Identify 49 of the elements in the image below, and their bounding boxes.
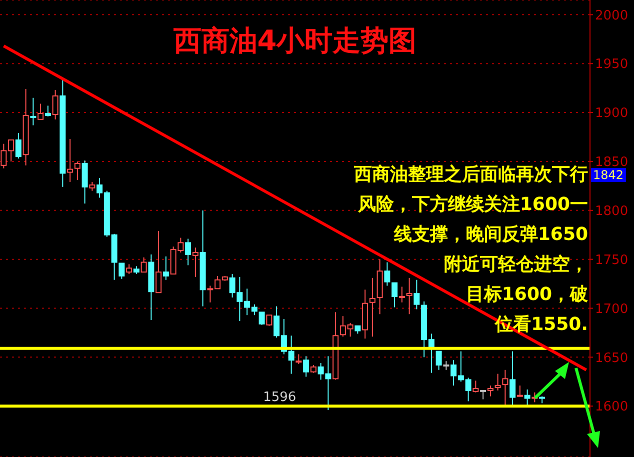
candlestick	[392, 282, 398, 308]
candlestick	[30, 97, 36, 126]
candlestick	[185, 238, 192, 266]
candlestick	[502, 369, 508, 406]
candlestick	[52, 90, 58, 120]
candlestick	[192, 247, 198, 278]
y-tick-label: 1750	[595, 252, 628, 268]
candlestick	[162, 256, 169, 280]
candlestick	[414, 279, 420, 310]
y-tick-label: 1700	[595, 302, 628, 317]
text: 1842	[591, 168, 626, 182]
y-tick-label: 1850	[595, 155, 628, 170]
candlestick	[67, 138, 74, 183]
candlestick	[82, 160, 88, 204]
candlestick	[156, 230, 162, 294]
candlestick	[38, 103, 44, 120]
candlestick	[258, 312, 265, 326]
candlestick	[296, 354, 302, 365]
text: 西商油4小时走势图	[172, 23, 418, 59]
candlestick	[487, 385, 494, 397]
candlestick	[44, 105, 51, 117]
candlestick	[303, 356, 310, 378]
candlestick	[436, 350, 442, 370]
y-tick-label: 2000	[595, 8, 628, 24]
annotation: 目标1600，破	[464, 283, 588, 307]
candlestick	[510, 350, 516, 407]
annotation: 线支撑，晚间反弹1650	[392, 223, 588, 247]
candlestick	[472, 380, 479, 393]
candlestick	[266, 314, 272, 326]
candlestick	[516, 385, 523, 397]
y-tick-label: 1600	[595, 400, 628, 415]
candlestick	[406, 277, 412, 315]
annotation: 风险，下方继续关注1600一	[356, 193, 588, 217]
candlestick	[140, 256, 147, 273]
candlestick	[369, 277, 376, 338]
candlestick	[15, 132, 22, 160]
annotation: 西商油整理之后面临再次下行	[354, 163, 588, 187]
candlestick	[524, 388, 530, 407]
annotation: 附近可轻仓进空，	[443, 253, 588, 277]
candlestick	[74, 160, 80, 181]
y-tick-label: 1800	[595, 204, 628, 220]
annotation: 1596	[263, 390, 296, 406]
candlestick	[398, 286, 405, 303]
y-tick-label: 1650	[595, 350, 628, 366]
y-tick-label: 1900	[595, 106, 628, 122]
candlestick	[126, 264, 132, 275]
candlestick	[384, 262, 390, 286]
y-tick-label: 1950	[595, 57, 628, 72]
candlestick	[494, 373, 501, 391]
